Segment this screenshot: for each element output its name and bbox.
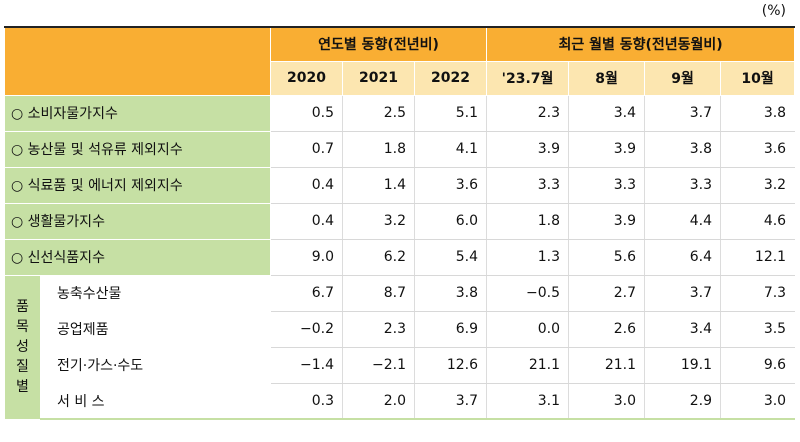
- cell-value: 3.7: [644, 274, 722, 312]
- cell-value: 0.7: [270, 130, 343, 168]
- row-label: ○ 신선식품지수: [4, 238, 271, 276]
- table-row: 공업제품 −0.2 2.3 6.9 0.0 2.6 3.4 3.5: [5, 310, 796, 348]
- cell-value: 3.3: [568, 166, 646, 204]
- table-row: ○ 소비자물가지수 0.5 2.5 5.1 2.3 3.4 3.7 3.8: [4, 94, 796, 132]
- cell-value: 7.3: [720, 274, 796, 312]
- cell-value: −0.5: [486, 274, 570, 312]
- table-row: 전기·가스·수도 −1.4 −2.1 12.6 21.1 21.1 19.1 9…: [5, 346, 796, 384]
- cell-value: 12.1: [720, 238, 796, 276]
- cell-value: 2.9: [644, 382, 722, 420]
- cell-value: 6.2: [342, 238, 415, 276]
- cell-value: 3.2: [342, 202, 415, 240]
- sub-row-label: 전기·가스·수도: [40, 346, 271, 384]
- header-month: 8월: [568, 60, 646, 96]
- table-row: 서 비 스 0.3 2.0 3.7 3.1 3.0 2.9 3.0: [5, 382, 796, 420]
- cell-value: 2.7: [568, 274, 646, 312]
- row-label: ○ 식료품 및 에너지 제외지수: [4, 166, 271, 204]
- cell-value: 0.0: [486, 310, 570, 348]
- row-label: ○ 농산물 및 석유류 제외지수: [4, 130, 271, 168]
- cell-value: 6.9: [413, 310, 488, 348]
- cell-value: 5.1: [413, 94, 488, 132]
- cell-value: 3.7: [644, 94, 722, 132]
- header-corner: [4, 26, 271, 96]
- cell-value: 3.2: [720, 166, 796, 204]
- cell-value: 2.3: [486, 94, 570, 132]
- cell-value: 3.9: [486, 130, 570, 168]
- cell-value: 1.8: [486, 202, 570, 240]
- cell-value: 3.6: [720, 130, 796, 168]
- side-label-char: 성: [16, 339, 29, 355]
- cell-value: 3.7: [413, 382, 488, 420]
- cell-value: −2.1: [342, 346, 415, 384]
- cell-value: 3.6: [413, 166, 488, 204]
- side-label: 품 목 성 질 별: [4, 274, 41, 420]
- header-month: '23.7월: [486, 60, 570, 96]
- row-label: ○ 소비자물가지수: [4, 94, 271, 132]
- cell-value: 3.8: [644, 130, 722, 168]
- cell-value: 6.4: [644, 238, 722, 276]
- header-year: 2020: [270, 60, 343, 96]
- header-month: 10월: [720, 60, 796, 96]
- sub-row-label: 서 비 스: [40, 382, 271, 420]
- cell-value: 3.3: [644, 166, 722, 204]
- cpi-table: 연도별 동향(전년비) 최근 월별 동향(전년동월비) 2020 2021 20…: [4, 26, 796, 420]
- cell-value: 4.6: [720, 202, 796, 240]
- header-annual: 연도별 동향(전년비): [269, 26, 488, 62]
- cell-value: 9.6: [720, 346, 796, 384]
- cell-value: 6.7: [270, 274, 343, 312]
- side-label-char: 질: [16, 359, 29, 375]
- cell-value: 2.3: [342, 310, 415, 348]
- cell-value: 3.5: [720, 310, 796, 348]
- side-label-char: 별: [16, 379, 29, 395]
- table-row: ○ 농산물 및 석유류 제외지수 0.7 1.8 4.1 3.9 3.9 3.8…: [4, 130, 796, 168]
- table-row: 품 목 성 질 별 농축수산물 6.7 8.7 3.8 −0.5 2.7 3.7…: [4, 274, 796, 420]
- cell-value: 0.4: [270, 202, 343, 240]
- sub-row-label: 공업제품: [40, 310, 271, 348]
- cell-value: 3.0: [720, 382, 796, 420]
- cell-value: 0.4: [270, 166, 343, 204]
- cell-value: 1.8: [342, 130, 415, 168]
- table-row: ○ 생활물가지수 0.4 3.2 6.0 1.8 3.9 4.4 4.6: [4, 202, 796, 240]
- table-row: ○ 신선식품지수 9.0 6.2 5.4 1.3 5.6 6.4 12.1: [4, 238, 796, 276]
- cell-value: −0.2: [270, 310, 343, 348]
- cell-value: 4.4: [644, 202, 722, 240]
- cell-value: 3.9: [568, 202, 646, 240]
- cell-value: 3.1: [486, 382, 570, 420]
- cell-value: 3.4: [568, 94, 646, 132]
- row-label: ○ 생활물가지수: [4, 202, 271, 240]
- cell-value: 3.8: [720, 94, 796, 132]
- cell-value: 0.3: [270, 382, 343, 420]
- header-month: 9월: [644, 60, 722, 96]
- cell-value: 2.6: [568, 310, 646, 348]
- cell-value: 2.5: [342, 94, 415, 132]
- cell-value: 12.6: [413, 346, 488, 384]
- cell-value: 1.4: [342, 166, 415, 204]
- unit-label: (%): [761, 3, 786, 19]
- cell-value: 1.3: [486, 238, 570, 276]
- header-monthly: 최근 월별 동향(전년동월비): [486, 26, 796, 62]
- header-year: 2022: [413, 60, 488, 96]
- cell-value: 2.0: [342, 382, 415, 420]
- cell-value: 0.5: [270, 94, 343, 132]
- cell-value: 9.0: [270, 238, 343, 276]
- cell-value: 3.0: [568, 382, 646, 420]
- cell-value: 3.4: [644, 310, 722, 348]
- cell-value: 21.1: [486, 346, 570, 384]
- cell-value: 5.4: [413, 238, 488, 276]
- side-label-char: 품: [16, 299, 29, 315]
- side-label-char: 목: [16, 319, 29, 335]
- cell-value: −1.4: [270, 346, 343, 384]
- cell-value: 4.1: [413, 130, 488, 168]
- cell-value: 8.7: [342, 274, 415, 312]
- header-year: 2021: [342, 60, 415, 96]
- cell-value: 19.1: [644, 346, 722, 384]
- cell-value: 3.3: [486, 166, 570, 204]
- table-row: ○ 식료품 및 에너지 제외지수 0.4 1.4 3.6 3.3 3.3 3.3…: [4, 166, 796, 204]
- cell-value: 6.0: [413, 202, 488, 240]
- cell-value: 3.9: [568, 130, 646, 168]
- cell-value: 5.6: [568, 238, 646, 276]
- cell-value: 21.1: [568, 346, 646, 384]
- sub-row-label: 농축수산물: [40, 274, 271, 312]
- cell-value: 3.8: [413, 274, 488, 312]
